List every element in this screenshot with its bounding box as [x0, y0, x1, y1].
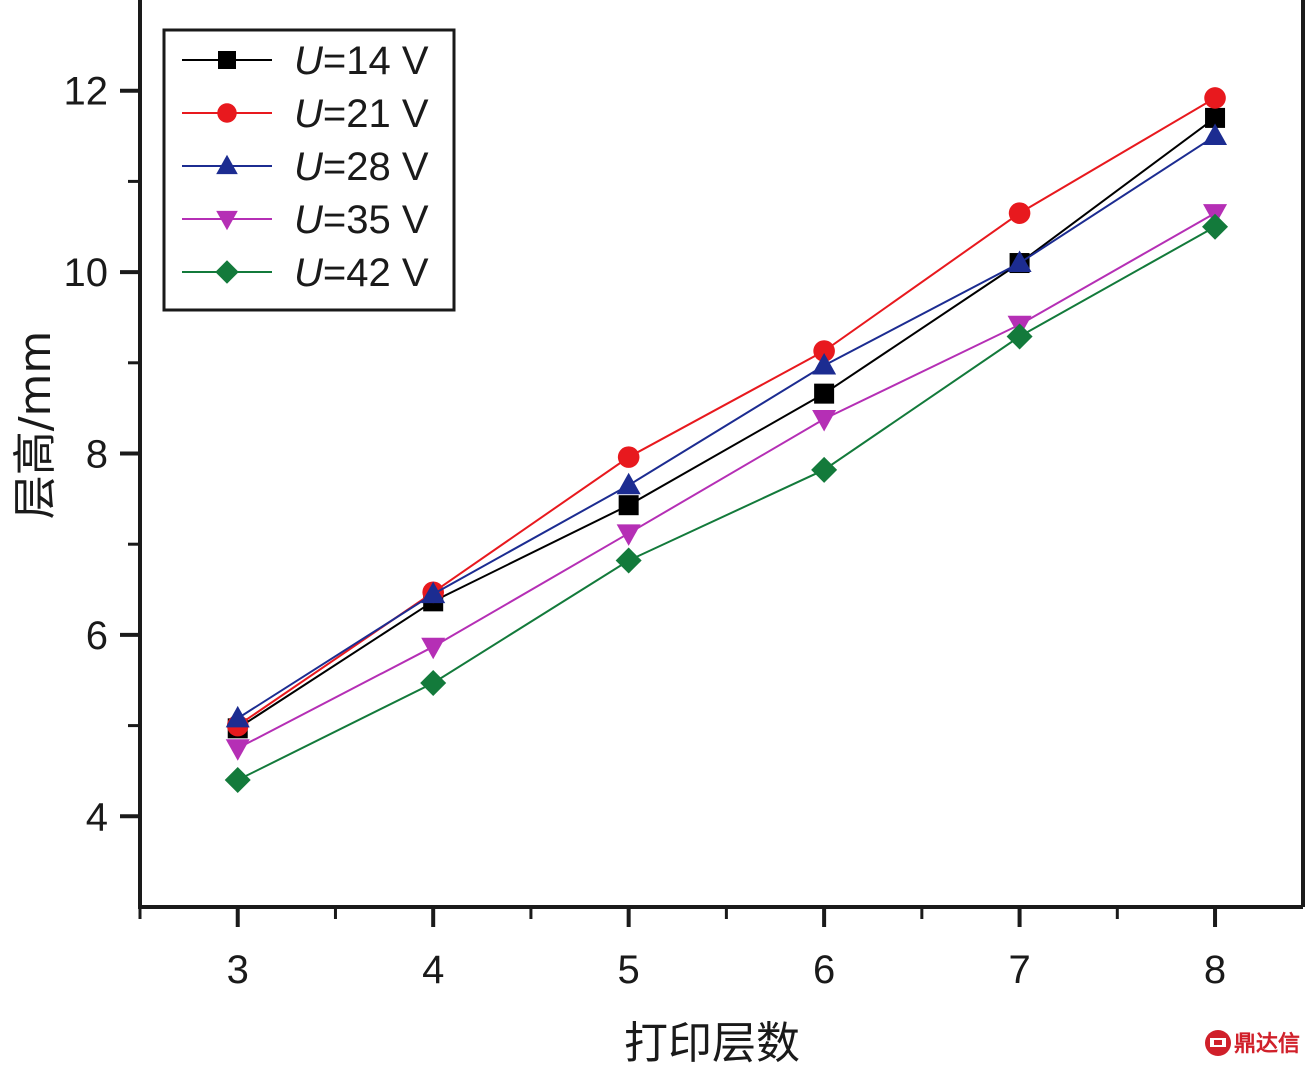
legend-label: U=42 V [294, 251, 429, 295]
legend-label: U=28 V [294, 145, 429, 189]
y-tick-label: 4 [86, 795, 108, 839]
x-tick-label: 6 [813, 948, 835, 992]
legend-marker [216, 210, 238, 231]
y-tick-label: 6 [86, 614, 108, 658]
legend-item-2: U=21 V [182, 92, 429, 136]
data-point [1205, 107, 1226, 128]
data-point [420, 669, 447, 696]
data-point [421, 581, 446, 604]
series-line [237, 135, 1216, 720]
x-tick-label: 5 [618, 948, 640, 992]
x-tick-label: 8 [1204, 948, 1226, 992]
data-point [616, 524, 641, 546]
data-point [1204, 87, 1226, 109]
data-point [1008, 202, 1031, 224]
data-point [225, 739, 250, 761]
legend-marker [215, 260, 239, 284]
data-point [1006, 323, 1033, 350]
data-point [616, 472, 641, 495]
series-3 [225, 123, 1228, 728]
watermark: 鼎达信 [1205, 1030, 1300, 1057]
y-axis-label: 层高/mm [10, 331, 61, 520]
data-point [1202, 213, 1229, 240]
series-line [237, 117, 1216, 730]
y-tick-label: 12 [64, 70, 109, 114]
series-line [237, 212, 1216, 750]
data-point [1007, 250, 1032, 273]
dingdaxin-logo-icon [1205, 1030, 1231, 1056]
y-ticks: 4 6 8 10 12 [64, 70, 140, 839]
legend: U=14 VU=21 VU=28 VU=35 VU=42 V [162, 28, 456, 312]
x-axis-label: 打印层数 [624, 1018, 800, 1067]
legend-label-symbol: U [294, 251, 324, 295]
data-point [812, 410, 837, 432]
legend-label-value: =28 V [323, 145, 429, 189]
data-point [224, 767, 251, 794]
legend-item-5: U=42 V [182, 251, 429, 295]
legend-item-3: U=28 V [182, 145, 429, 189]
legend-label-value: =14 V [323, 39, 429, 83]
legend-marker [217, 103, 237, 123]
data-point [1203, 123, 1228, 146]
x-tick-label: 3 [227, 948, 249, 992]
legend-label-value: =42 V [323, 251, 429, 295]
data-point [811, 456, 838, 483]
legend-marker [216, 154, 238, 175]
x-ticks: 3 4 5 6 7 8 [138, 907, 1226, 992]
legend-label-value: =21 V [323, 92, 429, 136]
watermark-text: 鼎达信 [1234, 1031, 1300, 1057]
data-point [421, 637, 446, 660]
legend-item-1: U=14 V [182, 39, 429, 83]
legend-label: U=21 V [294, 92, 429, 136]
legend-label-symbol: U [294, 145, 324, 189]
data-point [813, 340, 835, 362]
series-layer [224, 87, 1229, 794]
series-line [237, 225, 1216, 781]
series-5 [224, 213, 1229, 794]
data-point [814, 383, 835, 404]
legend-label-symbol: U [294, 39, 324, 83]
legend-box [162, 28, 456, 312]
data-point [618, 495, 639, 516]
data-point [617, 446, 640, 468]
y-tick-label: 10 [64, 251, 109, 295]
legend-label: U=14 V [294, 39, 429, 83]
legend-label: U=35 V [294, 198, 429, 242]
y-tick-label: 8 [86, 433, 108, 477]
data-point [225, 705, 250, 728]
legend-label-value: =35 V [323, 198, 429, 242]
legend-marker [218, 51, 236, 69]
data-point [812, 353, 837, 375]
x-tick-label: 7 [1008, 948, 1030, 992]
legend-label-symbol: U [294, 198, 324, 242]
data-point [615, 547, 642, 574]
legend-item-4: U=35 V [182, 198, 429, 242]
legend-label-symbol: U [294, 92, 324, 136]
x-tick-label: 4 [422, 948, 444, 992]
